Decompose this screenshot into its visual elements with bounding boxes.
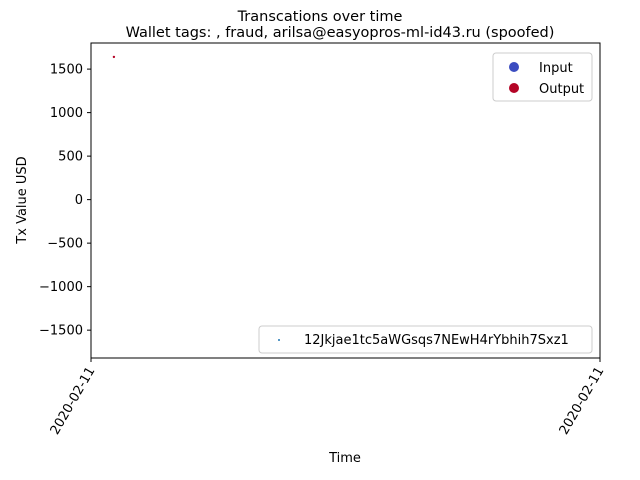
x-axis-label: Time xyxy=(328,451,361,466)
y-tick-label: −1000 xyxy=(39,280,83,295)
y-axis: −1500 −1000 −500 0 500 1000 1500 xyxy=(39,63,91,339)
x-tick-label: 2020-02-11 xyxy=(48,365,99,438)
legend-input-label: Input xyxy=(539,61,573,76)
y-tick-label: −1500 xyxy=(39,324,83,339)
y-tick-label: −500 xyxy=(47,237,83,252)
legend-input-marker xyxy=(509,62,519,72)
legend-output-marker xyxy=(509,83,519,93)
y-tick-label: 0 xyxy=(75,193,83,208)
x-tick-label: 2020-02-11 xyxy=(557,365,608,438)
legend-bottom-frame xyxy=(258,325,593,354)
legend-bottom: 12Jkjae1tc5aWGsqs7NEwH4rYbhih7Sxz1 xyxy=(258,325,593,354)
y-tick-label: 1000 xyxy=(50,106,83,121)
legend-address-label: 12Jkjae1tc5aWGsqs7NEwH4rYbhih7Sxz1 xyxy=(304,333,569,348)
legend-top: Input Output xyxy=(492,52,593,102)
legend-output-label: Output xyxy=(539,82,584,97)
chart-title: Transcations over time xyxy=(237,9,403,25)
chart-subtitle: Wallet tags: , fraud, arilsa@easyopros-m… xyxy=(125,25,555,41)
x-axis: 2020-02-11 2020-02-11 xyxy=(48,358,608,438)
y-tick-label: 500 xyxy=(58,150,83,165)
y-tick-label: 1500 xyxy=(50,63,83,78)
y-axis-label: Tx Value USD xyxy=(15,156,30,244)
legend-address-marker xyxy=(278,339,280,341)
data-marks xyxy=(112,55,116,59)
data-point xyxy=(112,55,116,59)
